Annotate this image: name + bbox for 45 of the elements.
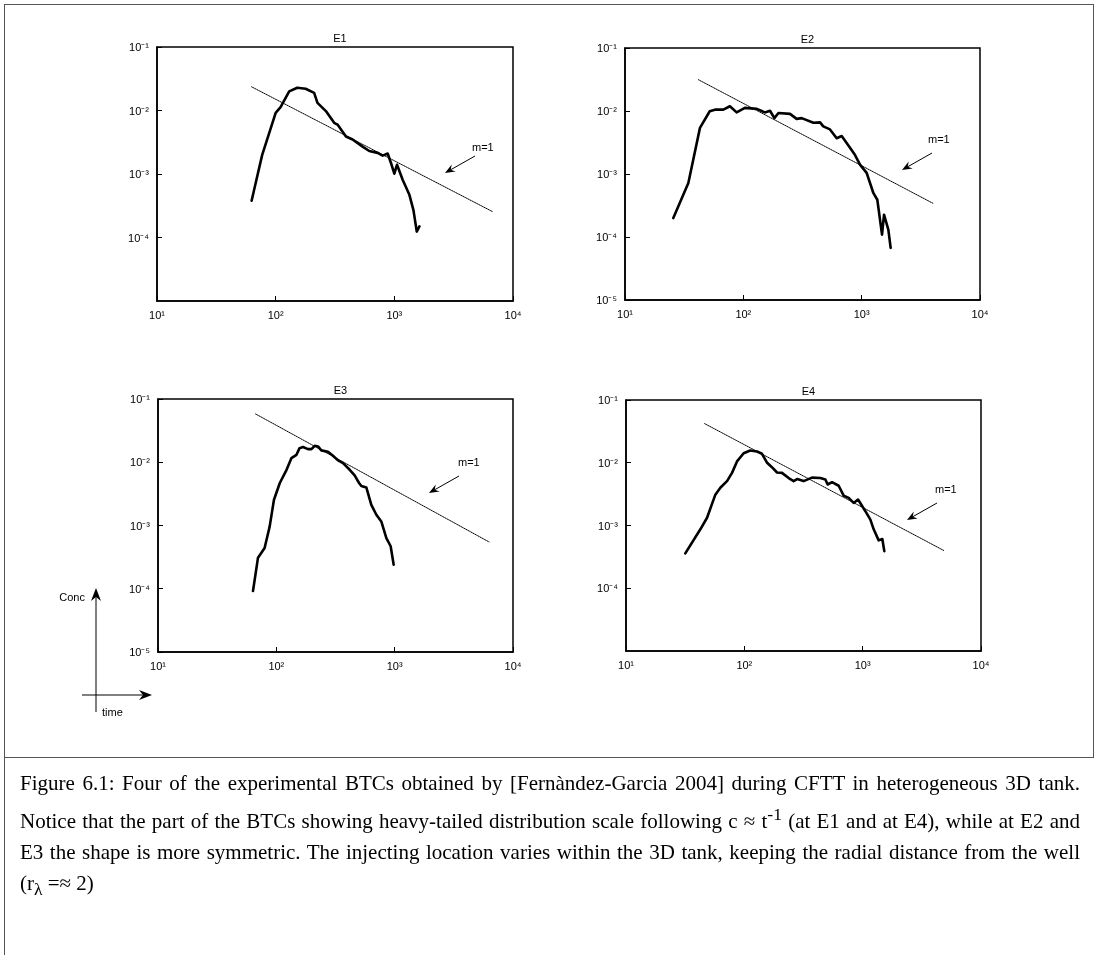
y-tick-label: 10⁻¹ [130,393,151,405]
caption: Figure 6.1: Four of the experimental BTCs obtained by [Fernàndez-Garcia 2004] during CFTT in heterogeneous 3D tank. Notice that the part of the BTCs showing heavy-tailed distribution scale following c ≈ t$^{-1}$ (at E1 and at E4), while at E2 and E3 the shape is more symmetric. The injecting location varies within the 3D tank, keeping the radial distance from the well (r$_{λ}$ =≈ 2) [20,770,1080,902]
x-tick-label: 10³ [386,659,403,672]
x-tick-label: 10¹ [618,658,635,671]
chart-title: E1 [333,31,347,44]
annotation: m=1 [935,483,957,495]
y-tick-label: 10⁻² [129,104,150,117]
x-tick-label: 10¹ [617,307,634,320]
x-tick-label: 10² [735,307,752,320]
y-tick-label: 10⁻⁴ [129,582,151,595]
y-axis-title: Conc [59,591,85,603]
y-tick-label: 10⁻⁴ [128,231,150,244]
y-tick-label: 10⁻² [130,456,151,469]
annotation: m=1 [472,141,494,153]
x-tick-label: 10¹ [150,659,167,672]
x-tick-label: 10⁴ [971,307,989,320]
y-tick-label: 10⁻³ [597,168,618,180]
x-axis-title: time [102,706,123,718]
chart-title: E3 [333,383,348,396]
x-tick-label: 10³ [854,658,871,671]
y-tick-label: 10⁻⁴ [597,582,619,595]
x-tick-label: 10³ [386,308,403,321]
y-tick-label: 10⁻¹ [129,41,150,53]
y-tick-label: 10⁻³ [129,168,150,180]
y-tick-label: 10⁻¹ [597,42,618,54]
annotation: m=1 [458,456,480,468]
y-tick-label: 10⁻³ [130,519,151,532]
y-tick-label: 10⁻² [598,456,619,469]
x-tick-label: 10² [267,308,284,321]
x-tick-label: 10¹ [149,308,166,321]
x-tick-label: 10⁴ [972,658,990,671]
x-tick-label: 10⁴ [504,308,522,321]
chart-title: E4 [801,384,816,397]
y-tick-label: 10⁻¹ [598,394,619,406]
x-tick-label: 10⁴ [504,659,522,672]
x-tick-label: 10² [736,658,753,671]
y-tick-label: 10⁻⁴ [596,231,618,243]
annotation: m=1 [928,133,950,145]
y-tick-label: 10⁻³ [598,519,619,532]
y-tick-label: 10⁻² [597,105,618,117]
y-tick-label: 10⁻⁵ [129,646,150,658]
chart-title: E2 [800,32,815,45]
x-tick-label: 10² [268,659,285,672]
y-tick-label: 10⁻⁵ [596,294,617,306]
x-tick-label: 10³ [853,307,870,320]
